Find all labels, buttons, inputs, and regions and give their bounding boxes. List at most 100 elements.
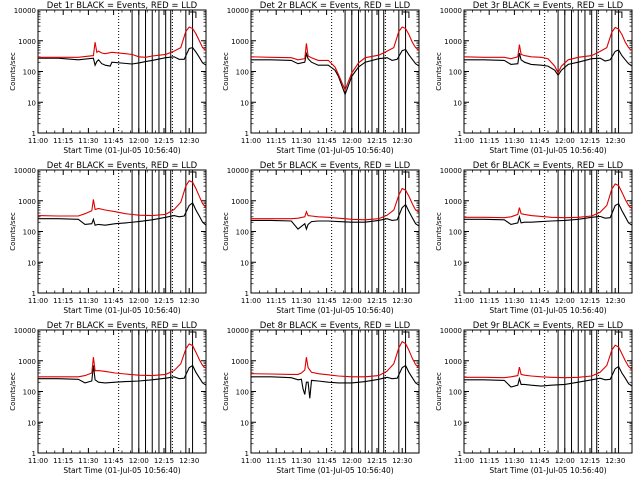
segment-bracket — [402, 171, 410, 178]
y-tick-label: 10 — [453, 99, 462, 107]
y-axis-label: Counts/sec — [435, 372, 443, 411]
y-axis-label: Counts/sec — [435, 212, 443, 251]
x-tick-label: 12:00 — [555, 297, 575, 305]
x-tick-label: 11:30 — [291, 297, 311, 305]
x-tick-label: 12:15 — [367, 457, 387, 465]
y-tick-label: 1000 — [231, 358, 249, 366]
x-tick-label: 11:45 — [104, 457, 124, 465]
x-tick-label: 12:30 — [392, 297, 412, 305]
plot-frame — [463, 169, 633, 294]
x-tick-label: 12:15 — [154, 137, 174, 145]
x-tick-label: 11:15 — [479, 137, 499, 145]
x-tick-label: 12:00 — [555, 137, 575, 145]
panel-title: Det 3r BLACK = Events, RED = LLD — [473, 1, 624, 11]
events-line — [38, 202, 207, 226]
plot-frame — [37, 329, 207, 454]
x-tick-label: 12:30 — [392, 137, 412, 145]
y-tick-label: 100 — [23, 389, 36, 397]
detector-panel: Det 1r BLACK = Events, RED = LLD 1 10 100 10… — [9, 1, 207, 155]
events-line — [464, 365, 633, 388]
y-tick-label: 10000 — [440, 167, 462, 175]
lld-line — [464, 183, 633, 219]
y-tick-label: 100 — [23, 229, 36, 237]
plot-frame — [250, 169, 420, 294]
detector-panel: Det 6r BLACK = Events, RED = LLD 1 10 100 10… — [435, 161, 633, 315]
lld-line — [37, 180, 207, 217]
panel-title: Det 1r BLACK = Events, RED = LLD — [47, 1, 198, 11]
y-axis-label: Counts/sec — [222, 372, 230, 411]
x-tick-label: 11:30 — [504, 457, 524, 465]
plot-frame — [37, 169, 207, 294]
y-tick-label: 100 — [449, 389, 462, 397]
x-tick-label: 11:30 — [291, 137, 311, 145]
x-axis-label: Start Time (01-Jul-05 10:56:40) — [63, 466, 180, 475]
events-line — [38, 46, 207, 67]
plot-frame — [250, 329, 420, 454]
x-tick-label: 11:00 — [28, 457, 48, 465]
y-tick-label: 1 — [32, 290, 36, 298]
x-tick-label: 11:30 — [78, 297, 98, 305]
x-tick-label: 11:45 — [104, 297, 124, 305]
segment-bracket — [189, 11, 197, 18]
x-tick-label: 12:00 — [129, 137, 149, 145]
y-tick-label: 100 — [23, 69, 36, 77]
x-tick-label: 11:00 — [454, 137, 474, 145]
y-tick-label: 1 — [458, 450, 462, 458]
x-tick-label: 11:00 — [454, 457, 474, 465]
detector-panel: Det 5r BLACK = Events, RED = LLD 1 10 100 10… — [222, 161, 420, 315]
events-line — [251, 364, 420, 399]
y-tick-label: 1000 — [231, 198, 249, 206]
segment-bracket — [402, 331, 410, 338]
lld-line — [464, 344, 633, 379]
events-line — [251, 48, 420, 96]
y-tick-label: 10000 — [440, 327, 462, 335]
y-axis-label: Counts/sec — [222, 212, 230, 251]
y-tick-label: 10 — [453, 259, 462, 267]
x-axis-label: Start Time (01-Jul-05 10:56:40) — [63, 146, 180, 155]
y-tick-label: 10 — [240, 419, 249, 427]
x-tick-label: 11:15 — [479, 297, 499, 305]
x-tick-label: 12:30 — [605, 137, 625, 145]
x-tick-label: 12:15 — [367, 297, 387, 305]
y-tick-label: 1 — [245, 450, 249, 458]
x-tick-label: 12:00 — [129, 457, 149, 465]
y-tick-label: 100 — [449, 69, 462, 77]
x-tick-label: 12:30 — [179, 457, 199, 465]
y-axis-label: Counts/sec — [222, 52, 230, 91]
x-tick-label: 12:15 — [580, 137, 600, 145]
x-tick-label: 12:15 — [367, 137, 387, 145]
detector-panel: Det 7r BLACK = Events, RED = LLD 1 10 100 10… — [9, 321, 207, 475]
x-tick-label: 11:30 — [504, 137, 524, 145]
x-axis-label: Start Time (01-Jul-05 10:56:40) — [276, 466, 393, 475]
events-line — [38, 364, 207, 386]
lld-line — [38, 26, 207, 58]
lld-line — [463, 26, 633, 75]
y-tick-label: 10 — [27, 99, 36, 107]
segment-bracket — [402, 11, 410, 18]
lld-line — [250, 340, 420, 378]
x-tick-label: 11:15 — [53, 137, 73, 145]
y-tick-label: 10 — [27, 419, 36, 427]
x-tick-label: 12:00 — [129, 297, 149, 305]
panel-title: Det 4r BLACK = Events, RED = LLD — [47, 161, 198, 171]
x-tick-label: 12:30 — [179, 297, 199, 305]
x-tick-label: 11:15 — [53, 457, 73, 465]
events-line — [464, 49, 633, 77]
y-tick-label: 10000 — [14, 327, 36, 335]
y-tick-label: 10 — [240, 99, 249, 107]
x-tick-label: 12:15 — [154, 297, 174, 305]
x-tick-label: 11:45 — [317, 137, 337, 145]
y-tick-label: 1 — [32, 130, 36, 138]
y-tick-label: 100 — [236, 389, 249, 397]
segment-bracket — [615, 171, 623, 178]
y-tick-label: 1000 — [231, 38, 249, 46]
plot-frame — [250, 9, 420, 134]
x-tick-label: 11:15 — [266, 297, 286, 305]
x-tick-label: 12:15 — [154, 457, 174, 465]
y-tick-label: 10 — [240, 259, 249, 267]
y-axis-label: Counts/sec — [9, 52, 17, 91]
y-tick-label: 10000 — [227, 327, 249, 335]
panel-title: Det 8r BLACK = Events, RED = LLD — [260, 321, 411, 331]
x-tick-label: 11:45 — [317, 457, 337, 465]
